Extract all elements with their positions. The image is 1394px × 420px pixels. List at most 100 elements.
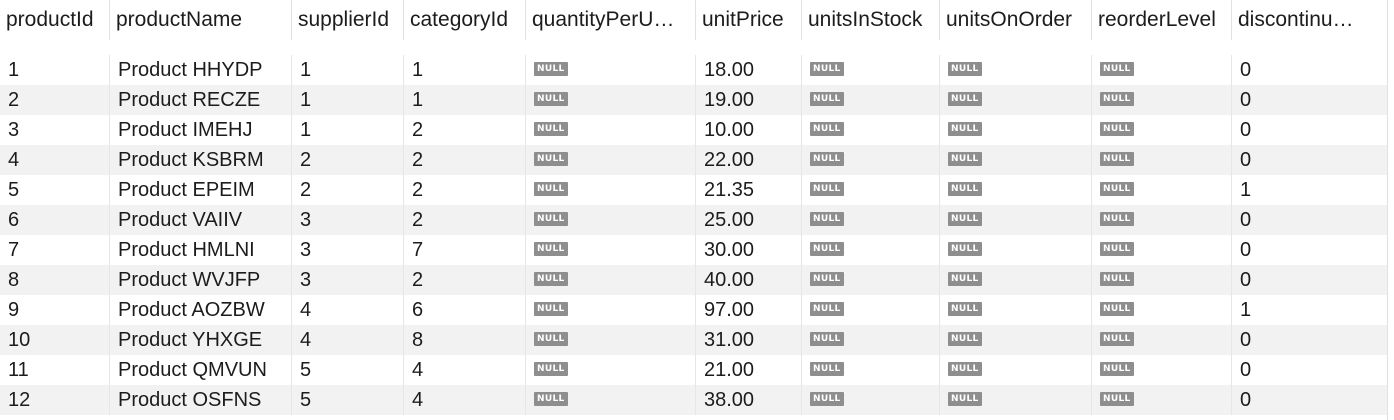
cell-supplierId[interactable]: 3 [292, 205, 404, 235]
table-row[interactable]: 12 Product OSFNS 5 4 NULL 38.00 NULL NULL NULL 0 [0, 385, 1394, 415]
cell-unitsOnOrder[interactable]: NULL [940, 205, 1092, 235]
column-header-supplierId[interactable]: supplierId [292, 0, 404, 40]
cell-supplierId[interactable]: 4 [292, 295, 404, 325]
cell-unitsOnOrder[interactable]: NULL [940, 145, 1092, 175]
cell-unitsInStock[interactable]: NULL [802, 325, 940, 355]
cell-unitsOnOrder[interactable]: NULL [940, 55, 1092, 85]
cell-quantityPerUnit[interactable]: NULL [526, 55, 696, 85]
column-header-reorderLevel[interactable]: reorderLevel [1092, 0, 1232, 40]
cell-productId[interactable]: 7 [0, 235, 110, 265]
cell-productName[interactable]: Product YHXGE [110, 325, 292, 355]
column-header-productName[interactable]: productName [110, 0, 292, 40]
cell-productId[interactable]: 11 [0, 355, 110, 385]
table-row[interactable]: 10 Product YHXGE 4 8 NULL 31.00 NULL NULL NULL 0 [0, 325, 1394, 355]
cell-quantityPerUnit[interactable]: NULL [526, 175, 696, 205]
cell-unitsOnOrder[interactable]: NULL [940, 85, 1092, 115]
cell-unitsOnOrder[interactable]: NULL [940, 385, 1092, 415]
cell-reorderLevel[interactable]: NULL [1092, 85, 1232, 115]
cell-quantityPerUnit[interactable]: NULL [526, 325, 696, 355]
column-header-unitPrice[interactable]: unitPrice [696, 0, 802, 40]
cell-productId[interactable]: 6 [0, 205, 110, 235]
cell-quantityPerUnit[interactable]: NULL [526, 145, 696, 175]
column-header-categoryId[interactable]: categoryId [404, 0, 526, 40]
cell-unitsInStock[interactable]: NULL [802, 85, 940, 115]
cell-reorderLevel[interactable]: NULL [1092, 115, 1232, 145]
column-header-discontinued[interactable]: discontinu… [1232, 0, 1388, 40]
cell-unitsInStock[interactable]: NULL [802, 355, 940, 385]
cell-categoryId[interactable]: 2 [404, 265, 526, 295]
cell-categoryId[interactable]: 2 [404, 205, 526, 235]
cell-supplierId[interactable]: 1 [292, 55, 404, 85]
cell-reorderLevel[interactable]: NULL [1092, 355, 1232, 385]
cell-categoryId[interactable]: 8 [404, 325, 526, 355]
cell-unitsInStock[interactable]: NULL [802, 55, 940, 85]
cell-productName[interactable]: Product IMEHJ [110, 115, 292, 145]
cell-reorderLevel[interactable]: NULL [1092, 265, 1232, 295]
cell-unitsOnOrder[interactable]: NULL [940, 295, 1092, 325]
cell-unitsInStock[interactable]: NULL [802, 235, 940, 265]
cell-categoryId[interactable]: 4 [404, 385, 526, 415]
cell-quantityPerUnit[interactable]: NULL [526, 115, 696, 145]
cell-discontinued[interactable]: 0 [1232, 355, 1388, 385]
cell-quantityPerUnit[interactable]: NULL [526, 295, 696, 325]
cell-unitPrice[interactable]: 21.35 [696, 175, 802, 205]
table-row[interactable]: 6 Product VAIIV 3 2 NULL 25.00 NULL NULL NULL 0 [0, 205, 1394, 235]
cell-categoryId[interactable]: 2 [404, 115, 526, 145]
cell-supplierId[interactable]: 1 [292, 85, 404, 115]
table-row[interactable]: 4 Product KSBRM 2 2 NULL 22.00 NULL NULL NULL 0 [0, 145, 1394, 175]
table-row[interactable]: 1 Product HHYDP 1 1 NULL 18.00 NULL NULL NULL 0 [0, 55, 1394, 85]
cell-categoryId[interactable]: 2 [404, 145, 526, 175]
cell-supplierId[interactable]: 2 [292, 145, 404, 175]
cell-unitsInStock[interactable]: NULL [802, 115, 940, 145]
cell-categoryId[interactable]: 6 [404, 295, 526, 325]
cell-quantityPerUnit[interactable]: NULL [526, 265, 696, 295]
cell-quantityPerUnit[interactable]: NULL [526, 85, 696, 115]
cell-productName[interactable]: Product HMLNI [110, 235, 292, 265]
cell-unitPrice[interactable]: 40.00 [696, 265, 802, 295]
cell-categoryId[interactable]: 7 [404, 235, 526, 265]
cell-unitsInStock[interactable]: NULL [802, 265, 940, 295]
cell-unitsOnOrder[interactable]: NULL [940, 355, 1092, 385]
cell-productId[interactable]: 2 [0, 85, 110, 115]
cell-productId[interactable]: 10 [0, 325, 110, 355]
cell-discontinued[interactable]: 0 [1232, 55, 1388, 85]
cell-supplierId[interactable]: 5 [292, 355, 404, 385]
cell-unitsInStock[interactable]: NULL [802, 175, 940, 205]
cell-reorderLevel[interactable]: NULL [1092, 385, 1232, 415]
cell-unitsInStock[interactable]: NULL [802, 145, 940, 175]
column-header-unitsInStock[interactable]: unitsInStock [802, 0, 940, 40]
cell-reorderLevel[interactable]: NULL [1092, 205, 1232, 235]
cell-categoryId[interactable]: 2 [404, 175, 526, 205]
cell-productId[interactable]: 12 [0, 385, 110, 415]
table-row[interactable]: 8 Product WVJFP 3 2 NULL 40.00 NULL NULL NULL 0 [0, 265, 1394, 295]
cell-unitsOnOrder[interactable]: NULL [940, 175, 1092, 205]
cell-productId[interactable]: 8 [0, 265, 110, 295]
cell-reorderLevel[interactable]: NULL [1092, 235, 1232, 265]
cell-discontinued[interactable]: 0 [1232, 205, 1388, 235]
column-header-productId[interactable]: productId [0, 0, 110, 40]
cell-unitPrice[interactable]: 31.00 [696, 325, 802, 355]
cell-productName[interactable]: Product AOZBW [110, 295, 292, 325]
cell-discontinued[interactable]: 0 [1232, 85, 1388, 115]
cell-unitPrice[interactable]: 97.00 [696, 295, 802, 325]
cell-unitsOnOrder[interactable]: NULL [940, 235, 1092, 265]
cell-unitPrice[interactable]: 38.00 [696, 385, 802, 415]
table-row[interactable]: 3 Product IMEHJ 1 2 NULL 10.00 NULL NULL NULL 0 [0, 115, 1394, 145]
cell-supplierId[interactable]: 5 [292, 385, 404, 415]
cell-unitsOnOrder[interactable]: NULL [940, 265, 1092, 295]
cell-reorderLevel[interactable]: NULL [1092, 55, 1232, 85]
cell-supplierId[interactable]: 2 [292, 175, 404, 205]
cell-productName[interactable]: Product HHYDP [110, 55, 292, 85]
cell-unitPrice[interactable]: 25.00 [696, 205, 802, 235]
cell-quantityPerUnit[interactable]: NULL [526, 235, 696, 265]
cell-productId[interactable]: 4 [0, 145, 110, 175]
table-row[interactable]: 9 Product AOZBW 4 6 NULL 97.00 NULL NULL NULL 1 [0, 295, 1394, 325]
cell-unitsInStock[interactable]: NULL [802, 385, 940, 415]
table-row[interactable]: 11 Product QMVUN 5 4 NULL 21.00 NULL NULL NULL 0 [0, 355, 1394, 385]
table-row[interactable]: 7 Product HMLNI 3 7 NULL 30.00 NULL NULL NULL 0 [0, 235, 1394, 265]
cell-reorderLevel[interactable]: NULL [1092, 325, 1232, 355]
table-row[interactable]: 2 Product RECZE 1 1 NULL 19.00 NULL NULL NULL 0 [0, 85, 1394, 115]
cell-categoryId[interactable]: 1 [404, 55, 526, 85]
cell-discontinued[interactable]: 1 [1232, 175, 1388, 205]
